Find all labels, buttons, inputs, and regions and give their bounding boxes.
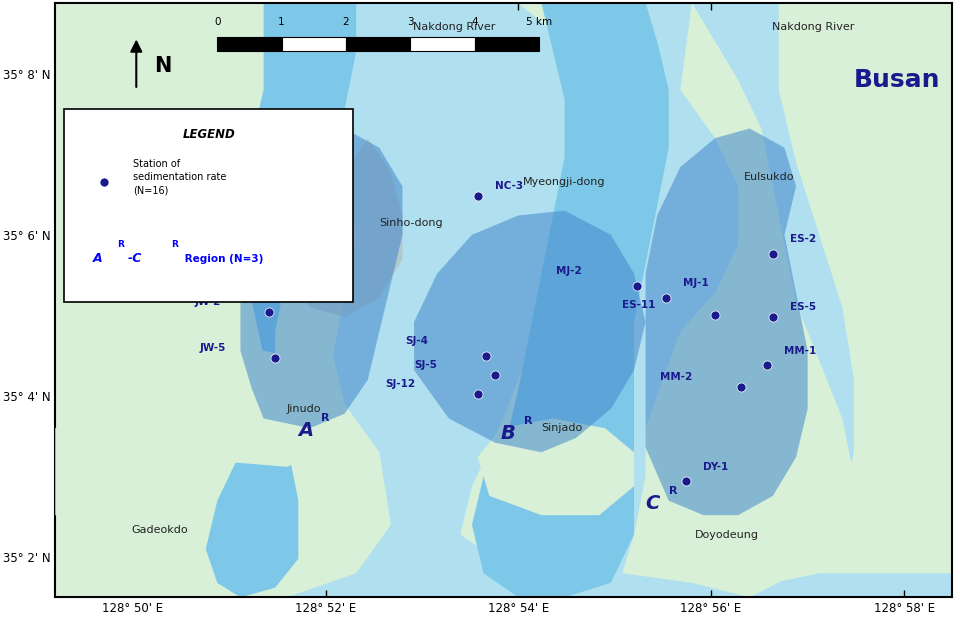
Polygon shape <box>205 2 356 598</box>
Text: Region (N=3): Region (N=3) <box>180 254 263 264</box>
Polygon shape <box>622 2 854 598</box>
Polygon shape <box>645 452 854 588</box>
Polygon shape <box>240 129 402 428</box>
Text: JW-5: JW-5 <box>200 343 227 353</box>
Text: N: N <box>154 56 171 75</box>
Polygon shape <box>779 2 952 573</box>
Polygon shape <box>56 404 205 535</box>
Polygon shape <box>287 138 402 317</box>
Bar <box>346 36 410 51</box>
Text: MM-2: MM-2 <box>660 372 692 383</box>
Text: LEGEND: LEGEND <box>182 129 235 142</box>
Text: 1: 1 <box>278 17 285 27</box>
Text: Nakdong River: Nakdong River <box>772 22 854 32</box>
Bar <box>410 36 474 51</box>
Bar <box>474 36 539 51</box>
Text: 0: 0 <box>214 17 221 27</box>
Text: R: R <box>117 240 124 249</box>
Polygon shape <box>159 2 322 298</box>
Text: Sinjado: Sinjado <box>541 423 583 433</box>
Polygon shape <box>414 211 645 452</box>
Text: Sinho-dong: Sinho-dong <box>379 218 443 227</box>
Text: 5 km: 5 km <box>526 17 552 27</box>
Text: Jinudo: Jinudo <box>287 404 322 414</box>
Text: ES-11: ES-11 <box>622 300 656 310</box>
Text: MJ-2: MJ-2 <box>556 266 582 276</box>
Polygon shape <box>478 418 634 515</box>
Text: Nakdong River: Nakdong River <box>414 22 495 32</box>
Polygon shape <box>171 346 333 467</box>
Text: JW-2: JW-2 <box>194 297 221 307</box>
Text: MJ-1: MJ-1 <box>684 278 708 288</box>
Text: Gadeokdo: Gadeokdo <box>132 525 188 535</box>
Text: SJ-12: SJ-12 <box>385 379 416 389</box>
Text: Busan: Busan <box>854 68 941 92</box>
Text: Myeongji-dong: Myeongji-dong <box>523 177 606 187</box>
Text: A: A <box>299 421 314 440</box>
Text: C: C <box>645 494 660 513</box>
Polygon shape <box>56 2 391 598</box>
Text: R: R <box>669 486 677 496</box>
Text: MM-1: MM-1 <box>784 345 817 356</box>
Text: Eulsukdo: Eulsukdo <box>744 172 795 182</box>
FancyBboxPatch shape <box>64 109 353 302</box>
Text: A: A <box>93 253 103 266</box>
Text: R: R <box>322 413 330 423</box>
Text: 2: 2 <box>343 17 349 27</box>
Text: NC-3: NC-3 <box>495 181 523 192</box>
Bar <box>281 36 346 51</box>
Text: 4: 4 <box>471 17 478 27</box>
Bar <box>217 36 281 51</box>
Text: -C: -C <box>128 253 142 266</box>
Polygon shape <box>472 2 669 598</box>
Text: 3: 3 <box>407 17 414 27</box>
Text: R: R <box>171 240 178 249</box>
Text: R: R <box>524 416 533 426</box>
Text: Doyodeung: Doyodeung <box>695 530 758 540</box>
Polygon shape <box>56 2 952 598</box>
Text: ES-5: ES-5 <box>790 302 816 312</box>
Polygon shape <box>645 129 807 515</box>
Text: SJ-4: SJ-4 <box>405 336 428 346</box>
Text: B: B <box>501 424 516 442</box>
Text: DY-1: DY-1 <box>704 462 729 472</box>
Text: SJ-5: SJ-5 <box>414 360 437 370</box>
Text: Station of
sedimentation rate
(N=16): Station of sedimentation rate (N=16) <box>133 159 227 195</box>
Text: ES-2: ES-2 <box>790 234 816 245</box>
Polygon shape <box>461 2 634 573</box>
